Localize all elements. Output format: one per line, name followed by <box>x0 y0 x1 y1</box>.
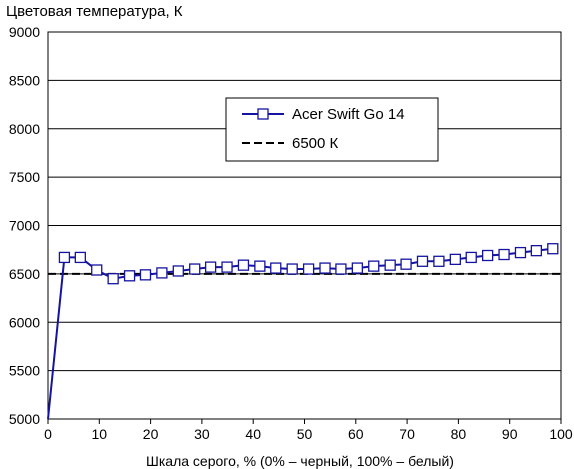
x-tick-label: 30 <box>194 426 210 442</box>
data-point <box>156 267 168 279</box>
data-point <box>270 262 282 274</box>
data-point <box>91 264 103 276</box>
data-point <box>139 269 152 281</box>
data-point <box>107 273 119 285</box>
data-point <box>189 263 201 275</box>
data-point <box>172 265 184 277</box>
y-tick-label: 5500 <box>9 363 40 379</box>
data-point <box>351 262 363 274</box>
data-point <box>498 248 510 261</box>
data-point <box>481 249 494 262</box>
x-axis-label: Шкала серого, % (0% – черный, 100% – бел… <box>146 453 454 469</box>
data-point <box>433 255 445 267</box>
data-point <box>530 245 543 257</box>
data-point <box>547 243 559 255</box>
data-point <box>123 270 136 282</box>
y-axis-label: Цветовая температура, К <box>6 3 183 20</box>
legend-marker-acer-swift-go-14 <box>257 108 269 120</box>
data-point <box>514 246 527 259</box>
data-point <box>384 259 396 271</box>
y-tick-label: 6000 <box>9 314 40 330</box>
x-tick-label: 80 <box>451 426 467 442</box>
x-tick-label: 90 <box>502 426 518 442</box>
data-point <box>286 263 298 275</box>
data-point <box>335 263 347 275</box>
y-tick-label: 8500 <box>9 72 40 88</box>
data-point <box>74 251 86 264</box>
x-tick-label: 10 <box>92 426 108 442</box>
data-point <box>319 262 331 274</box>
data-point <box>204 261 217 273</box>
x-tick-label: 0 <box>44 426 52 442</box>
y-tick-label: 9000 <box>9 24 40 40</box>
data-point <box>58 251 71 264</box>
x-tick-label: 60 <box>348 426 364 442</box>
series-layer <box>47 243 561 420</box>
legend-label-acer-swift-go-14: Acer Swift Go 14 <box>292 106 405 123</box>
x-tick-label: 40 <box>245 426 261 442</box>
data-point <box>400 258 412 270</box>
data-point <box>465 251 477 264</box>
data-point <box>254 260 266 272</box>
data-point <box>416 255 429 267</box>
data-point <box>237 259 250 271</box>
y-tick-label: 8000 <box>9 121 40 137</box>
x-tick-label: 70 <box>399 426 415 442</box>
data-point <box>449 253 461 266</box>
data-point <box>221 261 233 273</box>
x-tick-label: 50 <box>297 426 313 442</box>
y-tick-label: 6500 <box>9 266 40 282</box>
y-tick-label: 5000 <box>9 411 40 427</box>
y-tick-labels: 5000 5500 6000 6500 7000 7500 8000 8500 9000 <box>9 24 40 427</box>
x-tick-labels: 0 10 20 30 40 50 60 70 80 90 100 <box>44 419 573 442</box>
x-tick-label: 20 <box>143 426 159 442</box>
x-tick-label: 100 <box>549 426 573 442</box>
legend: Acer Swift Go 14 6500 К <box>225 97 439 162</box>
gridlines <box>48 31 561 420</box>
legend-label-6500k: 6500 К <box>292 135 339 152</box>
data-point <box>368 260 380 272</box>
data-point <box>302 263 315 275</box>
y-tick-label: 7500 <box>9 169 40 185</box>
plot-frame <box>47 31 562 420</box>
y-tick-label: 7000 <box>9 218 40 234</box>
